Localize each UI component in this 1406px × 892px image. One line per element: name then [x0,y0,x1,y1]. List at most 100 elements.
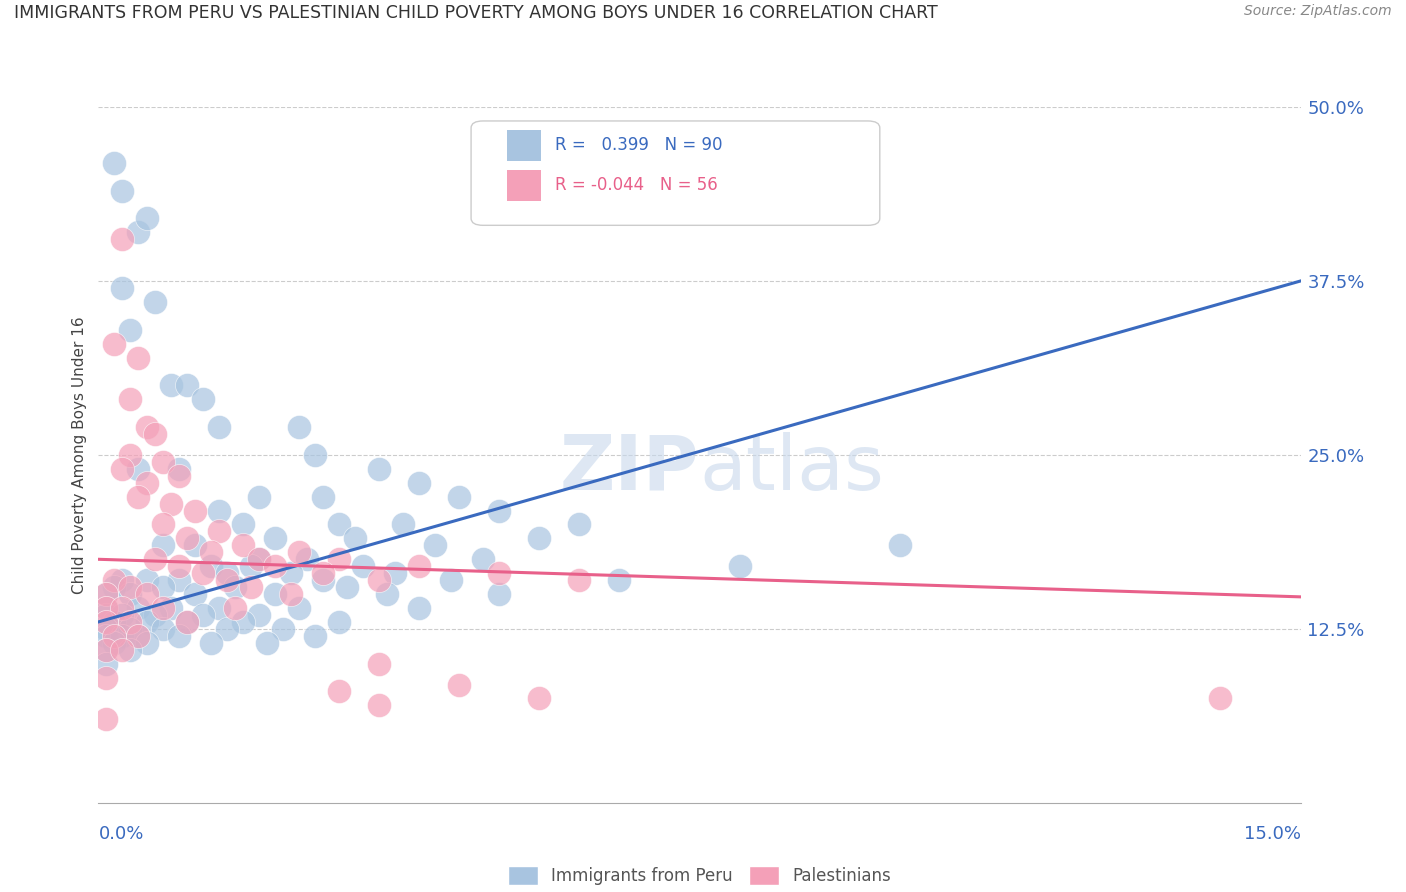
Point [247,607,270,622]
Point [135,636,157,650]
Point [159,378,181,392]
Point [152,455,174,469]
Point [103,573,125,587]
Point [447,677,470,691]
Point [328,684,350,698]
Point [103,336,125,351]
Point [408,475,430,490]
Point [352,559,374,574]
Point [111,601,134,615]
Point [232,615,254,629]
Point [183,587,205,601]
Point [111,629,134,643]
Point [120,323,142,337]
Point [167,468,190,483]
Point [529,532,551,546]
Point [152,517,174,532]
Point [263,559,285,574]
Text: ZIP: ZIP [560,432,699,506]
Point [191,566,214,581]
Point [135,211,157,226]
Point [128,629,150,643]
Point [120,622,142,636]
Point [135,587,157,601]
Point [159,601,181,615]
Point [111,573,134,587]
Point [215,573,238,587]
Point [568,517,591,532]
Point [1209,691,1232,706]
Point [232,517,254,532]
Point [159,497,181,511]
Point [384,566,406,581]
Legend: Immigrants from Peru, Palestinians: Immigrants from Peru, Palestinians [501,859,898,892]
Point [96,601,118,615]
Point [368,573,391,587]
Point [143,294,166,309]
Point [96,642,118,657]
Point [111,184,134,198]
Point [208,601,231,615]
Point [176,615,198,629]
Point [247,552,270,566]
Point [328,517,350,532]
Point [152,580,174,594]
Point [488,503,510,517]
Point [208,420,231,434]
Point [239,580,262,594]
Point [103,580,125,594]
Point [200,559,222,574]
Point [343,532,366,546]
Point [135,475,157,490]
Point [328,615,350,629]
Point [488,587,510,601]
Point [263,532,285,546]
Point [128,351,150,365]
Point [288,420,311,434]
Point [167,629,190,643]
Point [423,538,446,552]
Point [224,601,246,615]
Point [368,462,391,476]
Point [128,225,150,239]
Point [488,566,510,581]
Point [392,517,415,532]
Point [167,573,190,587]
Point [215,566,238,581]
Point [111,642,134,657]
Point [256,636,278,650]
Point [247,552,270,566]
Point [889,538,911,552]
Point [96,615,118,629]
Point [368,657,391,671]
Point [120,392,142,407]
Point [472,552,495,566]
Point [200,545,222,559]
Point [96,607,118,622]
Text: R =   0.399   N = 90: R = 0.399 N = 90 [555,136,723,154]
Point [120,580,142,594]
Point [176,615,198,629]
Point [103,636,125,650]
Point [111,607,134,622]
Point [96,587,118,601]
Point [103,629,125,643]
Point [135,573,157,587]
Point [152,601,174,615]
Point [167,559,190,574]
FancyBboxPatch shape [471,121,880,226]
Point [208,524,231,539]
Point [368,698,391,713]
Point [408,601,430,615]
Point [120,642,142,657]
Point [96,587,118,601]
Point [200,636,222,650]
Point [304,448,326,462]
Point [111,281,134,295]
Point [96,657,118,671]
Point [191,392,214,407]
Point [120,587,142,601]
Point [232,538,254,552]
Point [288,545,311,559]
Point [224,580,246,594]
